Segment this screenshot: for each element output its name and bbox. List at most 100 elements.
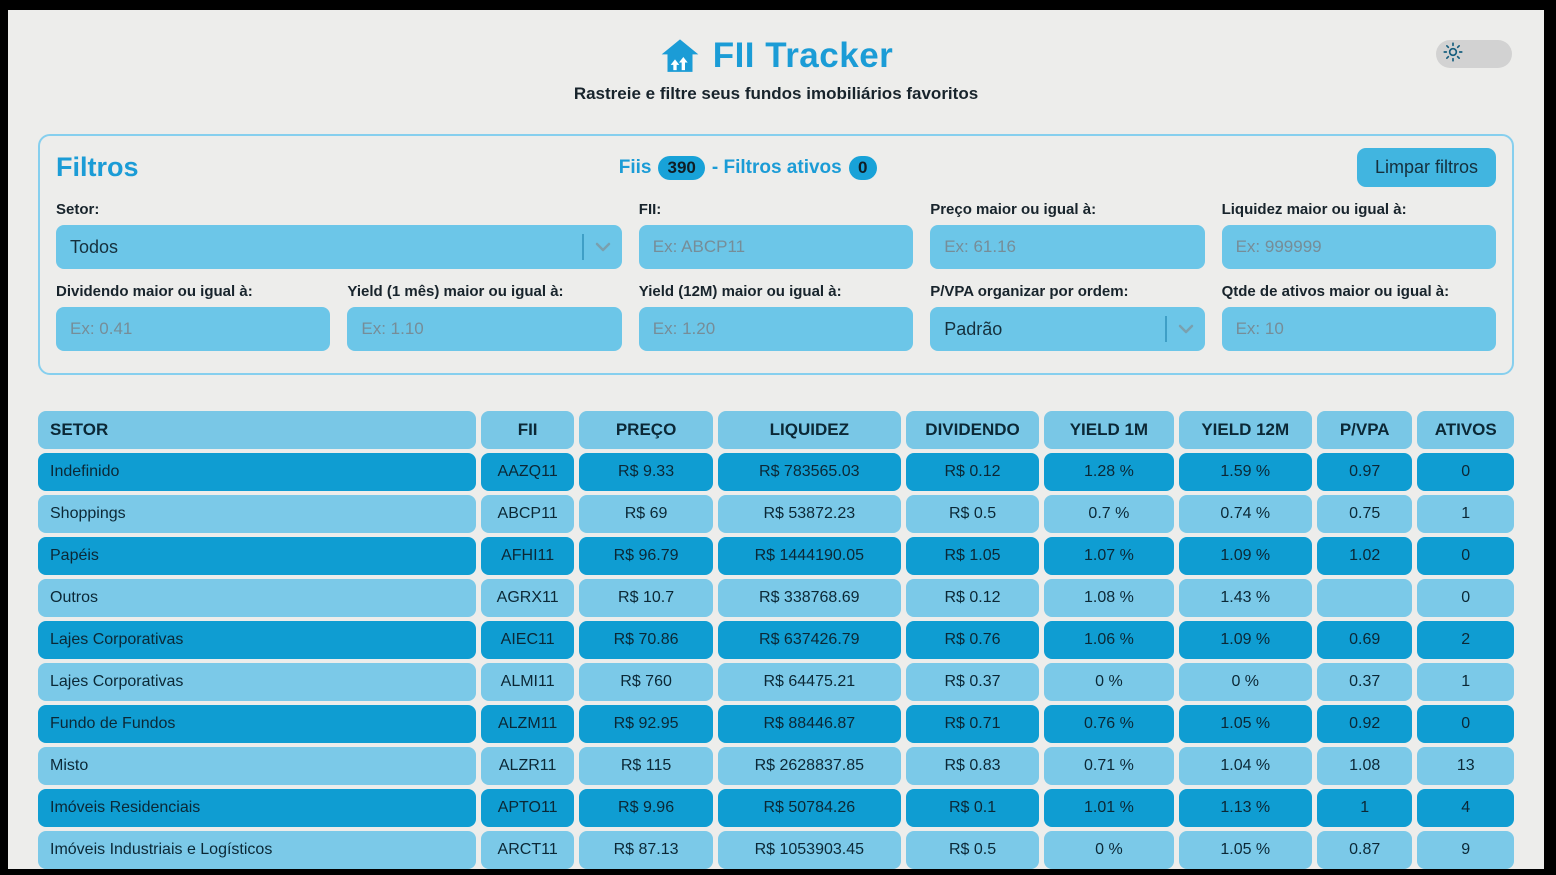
fii-input[interactable] xyxy=(638,225,914,269)
table-cell: 1.01 % xyxy=(1044,789,1174,827)
table-cell: 1.09 % xyxy=(1178,537,1312,575)
table-cell: Papéis xyxy=(38,537,476,575)
filter-field-yield-1m: Yield (1 mês) maior ou igual à: xyxy=(347,283,622,351)
liquidez-label: Liquidez maior ou igual à: xyxy=(1221,201,1407,218)
table-row: Misto ALZR11 R$ 115 R$ 2628837.85 R$ 0.83 0.7… xyxy=(38,747,1514,785)
chevron-down-icon xyxy=(584,242,622,252)
table-row: Papéis AFHI11 R$ 96.79 R$ 1444190.05 R$ 1.05… xyxy=(38,537,1514,575)
table-cell: 1.09 % xyxy=(1178,621,1312,659)
filters-panel: Filtros Fiis 390 - Filtros ativos 0 Limp… xyxy=(38,134,1514,375)
filter-field-liquidez: Liquidez maior ou igual à: xyxy=(1221,201,1496,269)
table-cell: R$ 0.71 xyxy=(905,705,1040,743)
filter-field-setor: Setor: Todos xyxy=(56,201,622,269)
table-cell: R$ 87.13 xyxy=(579,831,713,869)
table-cell: R$ 53872.23 xyxy=(717,495,901,533)
table-cell: 0.74 % xyxy=(1178,495,1312,533)
table-cell: 1.28 % xyxy=(1044,453,1174,491)
app-header: FII Tracker Rastreie e filtre seus fundo… xyxy=(8,10,1544,104)
table-cell: 0 xyxy=(1417,579,1514,617)
table-cell: 9 xyxy=(1417,831,1514,869)
setor-label: Setor: xyxy=(56,201,100,218)
page-subtitle: Rastreie e filtre seus fundos imobiliári… xyxy=(573,84,979,103)
table-cell: AFHI11 xyxy=(480,537,575,575)
table-cell: 1.13 % xyxy=(1178,789,1312,827)
table-cell: ARCT11 xyxy=(480,831,575,869)
dividendo-input[interactable] xyxy=(56,307,331,351)
column-header: P/VPA xyxy=(1316,411,1413,449)
table-cell: 2 xyxy=(1417,621,1514,659)
table-row: Lajes Corporativas ALMI11 R$ 760 R$ 64475.2… xyxy=(38,663,1514,701)
theme-toggle[interactable] xyxy=(1436,40,1512,68)
table-cell: R$ 10.7 xyxy=(579,579,713,617)
table-cell: Lajes Corporativas xyxy=(38,621,476,659)
table-cell: 1.59 % xyxy=(1178,453,1312,491)
filter-grid: Setor: Todos FII: Preço maior ou igual à… xyxy=(56,201,1496,351)
fii-table: SETOR FII PREÇO LIQUIDEZ DIVIDENDO YIELD 1M YI… xyxy=(38,411,1514,869)
yield-1m-input[interactable] xyxy=(347,307,622,351)
table-cell: 1.08 xyxy=(1316,747,1413,785)
column-header: ATIVOS xyxy=(1417,411,1514,449)
table-cell: 0 % xyxy=(1044,663,1174,701)
preco-input[interactable] xyxy=(930,225,1205,269)
dividendo-label: Dividendo maior ou igual à: xyxy=(56,283,253,300)
table-cell: R$ 96.79 xyxy=(579,537,713,575)
pvpa-order-select[interactable]: Padrão xyxy=(930,307,1205,351)
column-header: DIVIDENDO xyxy=(905,411,1040,449)
table-cell: 0 % xyxy=(1044,831,1174,869)
select-divider xyxy=(581,234,584,260)
table-cell: 0.75 xyxy=(1316,495,1413,533)
table-cell: 1.07 % xyxy=(1044,537,1174,575)
active-filters-label: - Filtros ativos xyxy=(711,156,842,178)
table-cell: Imóveis Residenciais xyxy=(38,789,476,827)
table-cell: R$ 50784.26 xyxy=(717,789,901,827)
table-cell: 0.7 % xyxy=(1044,495,1174,533)
table-cell: Lajes Corporativas xyxy=(38,663,476,701)
table-cell: R$ 760 xyxy=(579,663,713,701)
clear-filters-button[interactable]: Limpar filtros xyxy=(1356,148,1496,187)
table-cell: 1.02 xyxy=(1316,537,1413,575)
table-cell: R$ 115 xyxy=(579,747,713,785)
active-filters-count-badge: 0 xyxy=(848,155,877,180)
table-cell: R$ 0.1 xyxy=(905,789,1040,827)
table-row: Lajes Corporativas AIEC11 R$ 70.86 R$ 63742… xyxy=(38,621,1514,659)
column-header: YIELD 12M xyxy=(1178,411,1312,449)
table-cell: 13 xyxy=(1417,747,1514,785)
table-cell: R$ 338768.69 xyxy=(717,579,901,617)
column-header: FII xyxy=(480,411,575,449)
table-cell: 1.43 % xyxy=(1178,579,1312,617)
table-cell: ALZR11 xyxy=(480,747,575,785)
filter-field-qtde-ativos: Qtde de ativos maior ou igual à: xyxy=(1221,283,1496,351)
table-cell: R$ 64475.21 xyxy=(717,663,901,701)
table-cell: AGRX11 xyxy=(480,579,575,617)
table-cell: ABCP11 xyxy=(480,495,575,533)
table-header-row: SETOR FII PREÇO LIQUIDEZ DIVIDENDO YIELD 1M YI… xyxy=(38,411,1514,449)
yield-12m-label: Yield (12M) maior ou igual à: xyxy=(638,283,842,300)
filters-summary: Fiis 390 - Filtros ativos 0 xyxy=(619,155,877,180)
liquidez-input[interactable] xyxy=(1221,225,1496,269)
table-cell: R$ 0.83 xyxy=(905,747,1040,785)
table-cell: R$ 9.33 xyxy=(579,453,713,491)
column-header: LIQUIDEZ xyxy=(717,411,901,449)
table-cell xyxy=(1316,579,1413,617)
setor-select[interactable]: Todos xyxy=(56,225,622,269)
table-cell: 1.08 % xyxy=(1044,579,1174,617)
filter-field-pvpa-order: P/VPA organizar por ordem: Padrão xyxy=(930,283,1205,351)
table-cell: R$ 783565.03 xyxy=(717,453,901,491)
table-row: Imóveis Industriais e Logísticos ARCT11 R$… xyxy=(38,831,1514,869)
pvpa-order-label: P/VPA organizar por ordem: xyxy=(930,283,1129,300)
filters-title: Filtros xyxy=(56,152,139,182)
yield-12m-input[interactable] xyxy=(638,307,914,351)
app-screen: FII Tracker Rastreie e filtre seus fundo… xyxy=(8,10,1544,869)
qtde-ativos-input[interactable] xyxy=(1221,307,1496,351)
table-cell: 0.97 xyxy=(1316,453,1413,491)
house-icon xyxy=(659,36,701,76)
table-cell: 0.76 % xyxy=(1044,705,1174,743)
table-row: Indefinido AAZQ11 R$ 9.33 R$ 783565.03 R$ 0.… xyxy=(38,453,1514,491)
table-cell: ALZM11 xyxy=(480,705,575,743)
table-cell: R$ 0.76 xyxy=(905,621,1040,659)
column-header: PREÇO xyxy=(579,411,713,449)
preco-label: Preço maior ou igual à: xyxy=(930,201,1097,218)
table-row: Outros AGRX11 R$ 10.7 R$ 338768.69 R$ 0.12 1.… xyxy=(38,579,1514,617)
column-header: YIELD 1M xyxy=(1044,411,1174,449)
table-cell: R$ 0.12 xyxy=(905,579,1040,617)
